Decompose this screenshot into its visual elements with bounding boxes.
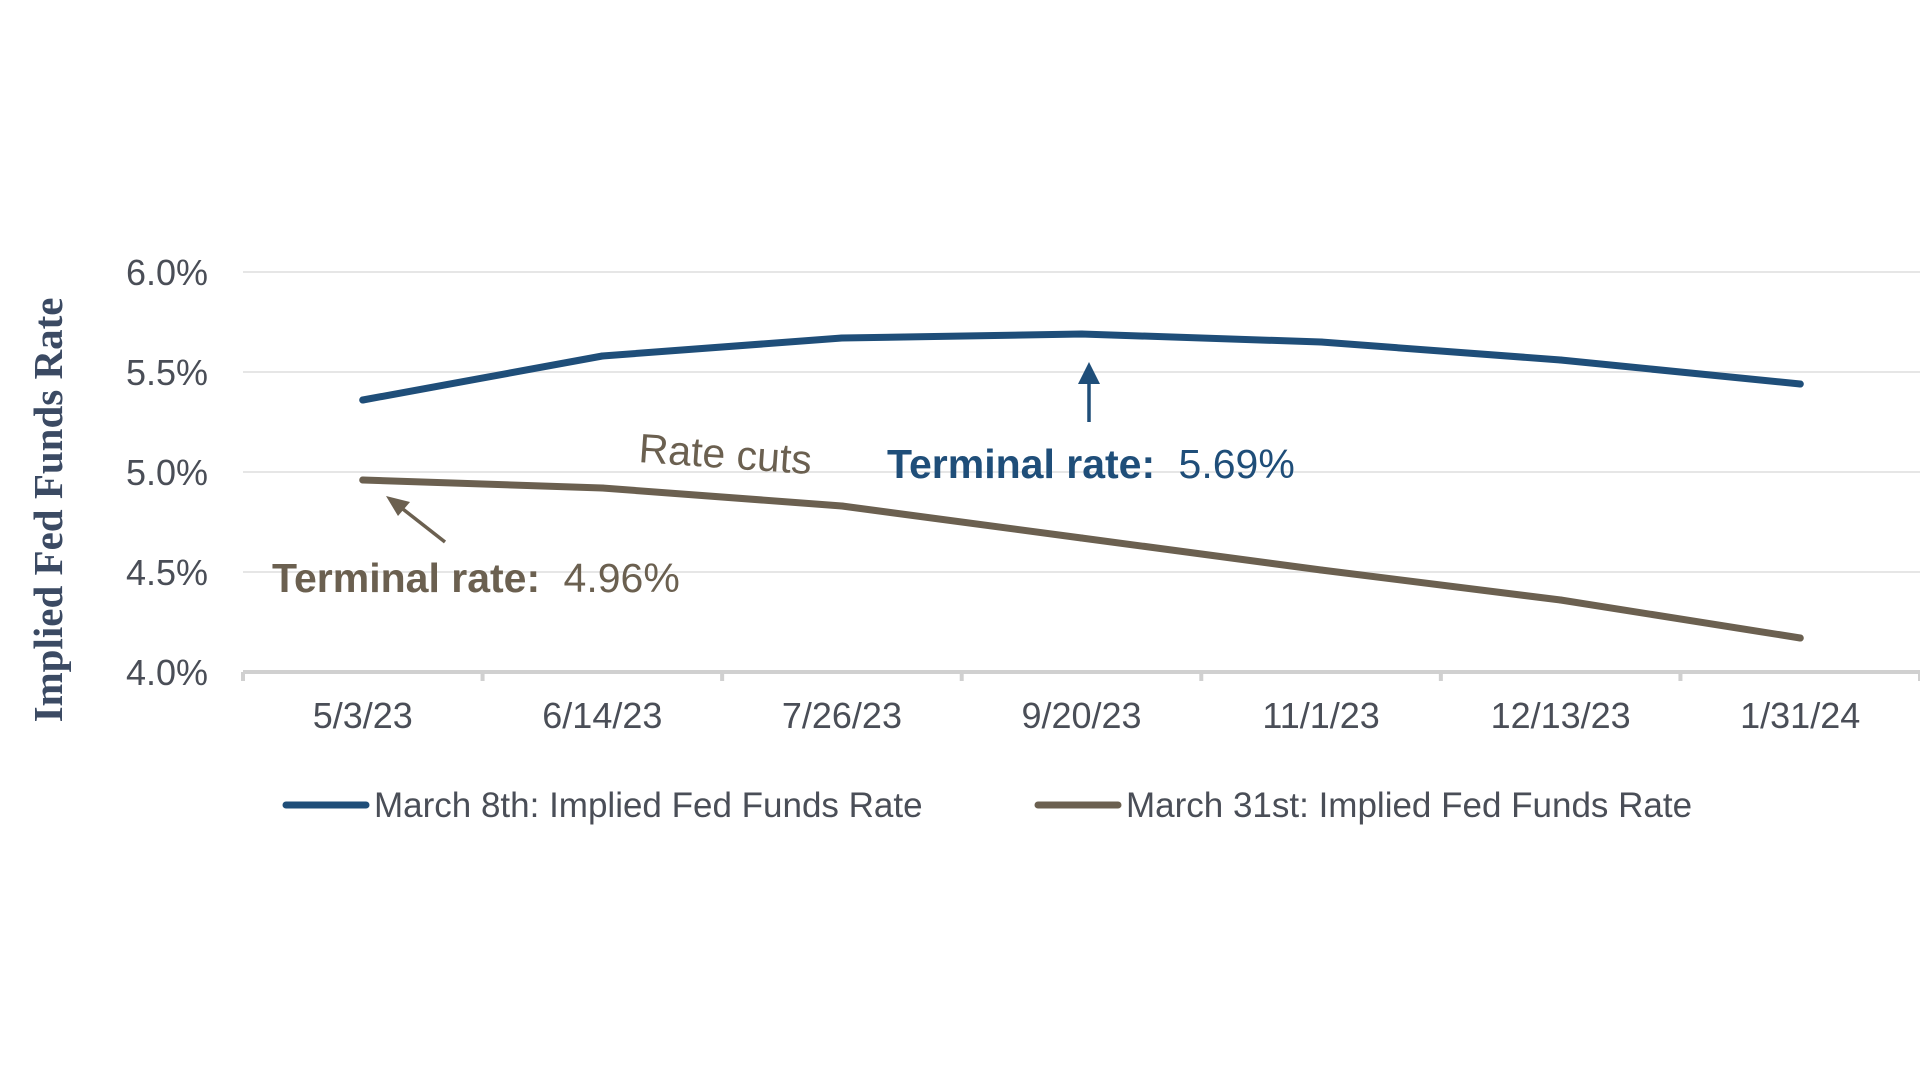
terminal-brown-label: Terminal rate: — [272, 555, 540, 601]
data-point — [1078, 330, 1085, 338]
series-line-0 — [359, 330, 1804, 404]
data-point — [1557, 356, 1565, 364]
y-tick-label: 4.5% — [126, 552, 208, 593]
annotation-terminal-blue: Terminal rate: 5.69% — [887, 362, 1295, 487]
x-tick-label: 1/31/24 — [1740, 695, 1860, 736]
data-point — [598, 484, 606, 492]
x-tick-labels: 5/3/23 6/14/23 7/26/23 9/20/23 11/1/23 12/13/… — [313, 695, 1861, 736]
annotation-terminal-brown: Terminal rate: 4.96% — [272, 496, 680, 601]
arrow-diagonal-icon — [397, 504, 447, 544]
x-axis — [241, 670, 1920, 681]
y-tick-label: 6.0% — [126, 252, 208, 293]
data-point — [1317, 338, 1325, 346]
x-tick-label: 11/1/23 — [1262, 695, 1379, 736]
legend-label-march-8th: March 8th: Implied Fed Funds Rate — [374, 786, 923, 825]
annotation-rate-cuts: Rate cuts — [637, 425, 813, 483]
arrow-up-head — [1078, 362, 1100, 384]
data-point — [1078, 534, 1085, 542]
data-point — [359, 396, 367, 404]
arrow-diagonal-head — [386, 496, 410, 516]
y-tick-label: 4.0% — [126, 652, 208, 693]
y-axis-label: Implied Fed Funds Rate — [25, 298, 71, 723]
data-point — [359, 476, 367, 484]
gridlines — [243, 271, 1920, 573]
svg-text:Terminal rate: 5.69%: Terminal rate: 5.69% — [887, 441, 1295, 487]
x-tick-label: 7/26/23 — [782, 695, 902, 736]
data-point — [1557, 596, 1565, 604]
series-lines — [359, 330, 1804, 642]
data-point — [838, 502, 846, 510]
data-point — [838, 334, 846, 342]
y-tick-label: 5.5% — [126, 352, 208, 393]
svg-text:Terminal rate: 4.96%: Terminal rate: 4.96% — [272, 555, 680, 601]
data-point — [1796, 380, 1804, 388]
terminal-blue-value: 5.69% — [1179, 441, 1295, 487]
data-point — [1317, 566, 1325, 574]
x-tick-label: 6/14/23 — [542, 695, 662, 736]
terminal-blue-label: Terminal rate: — [887, 441, 1155, 487]
legend-label-march-31st: March 31st: Implied Fed Funds Rate — [1126, 786, 1692, 825]
data-point — [1796, 634, 1804, 642]
terminal-brown-value: 4.96% — [564, 555, 680, 601]
x-tick-label: 5/3/23 — [313, 695, 413, 736]
x-tick-label: 12/13/23 — [1491, 695, 1631, 736]
y-tick-labels: 4.0% 4.5% 5.0% 5.5% 6.0% — [126, 252, 208, 693]
y-tick-label: 5.0% — [126, 452, 208, 493]
data-point — [598, 352, 606, 360]
legend: March 8th: Implied Fed Funds Rate March … — [282, 786, 1692, 825]
x-tick-label: 9/20/23 — [1021, 695, 1141, 736]
